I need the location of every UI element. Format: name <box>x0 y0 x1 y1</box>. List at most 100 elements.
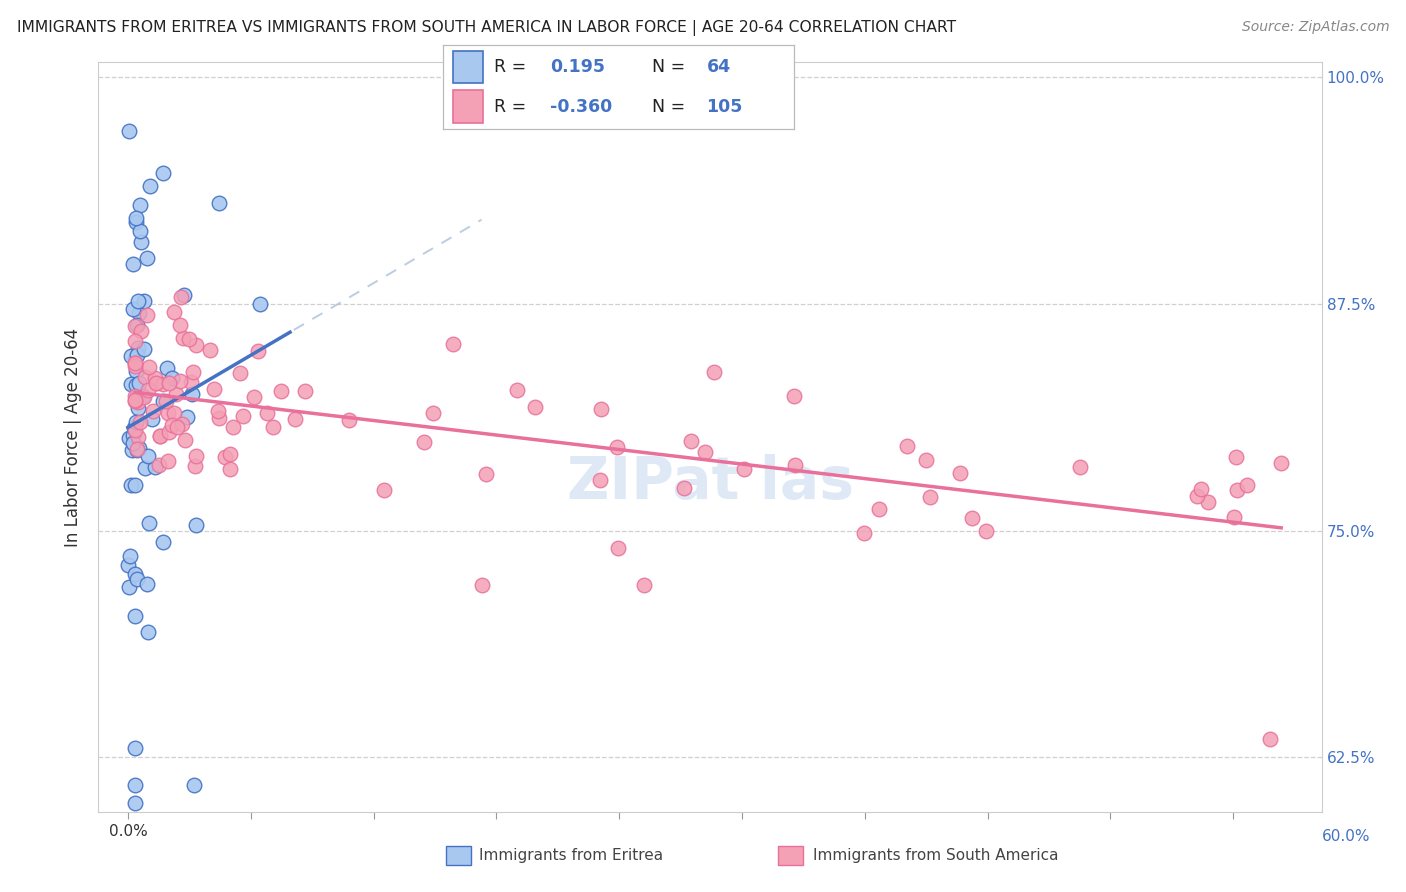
Point <box>222 419 245 434</box>
Point <box>124 741 146 756</box>
Point <box>184 449 207 463</box>
Point <box>152 376 174 391</box>
Point <box>169 318 191 333</box>
Point <box>337 413 360 427</box>
Point <box>118 124 141 138</box>
Text: -0.360: -0.360 <box>550 98 613 116</box>
Text: Immigrants from Eritrea: Immigrants from Eritrea <box>479 848 664 863</box>
Point <box>294 384 316 398</box>
Text: R =: R = <box>494 58 526 76</box>
Point <box>132 342 155 356</box>
Point <box>165 387 187 401</box>
Point <box>703 366 725 380</box>
Point <box>122 427 145 442</box>
Point <box>606 541 628 555</box>
Point <box>524 400 547 414</box>
Point <box>243 390 266 404</box>
Point <box>1270 456 1292 470</box>
Point <box>413 435 436 450</box>
Point <box>962 510 984 524</box>
Point <box>162 406 184 420</box>
Point <box>949 466 972 480</box>
Point <box>733 462 755 476</box>
Point <box>1236 478 1258 492</box>
Point <box>156 454 179 468</box>
Text: 60.0%: 60.0% <box>1323 830 1371 844</box>
Point <box>124 796 146 810</box>
Point <box>166 420 188 434</box>
Point <box>681 434 703 448</box>
Point <box>124 392 146 407</box>
Point <box>121 436 143 450</box>
Point <box>156 406 179 420</box>
Point <box>177 332 200 346</box>
Point <box>219 462 242 476</box>
Point <box>124 355 146 369</box>
Point <box>198 343 221 358</box>
Point <box>218 447 240 461</box>
Point <box>124 359 146 373</box>
Point <box>852 525 875 540</box>
Point <box>186 518 208 533</box>
Point <box>124 423 146 437</box>
Point <box>145 376 167 390</box>
Point <box>149 429 172 443</box>
Point <box>915 453 938 467</box>
Point <box>181 365 204 379</box>
Point <box>120 478 142 492</box>
Point <box>124 318 146 333</box>
Point <box>132 390 155 404</box>
Point <box>152 535 174 549</box>
Point <box>1223 510 1246 524</box>
Point <box>247 344 270 359</box>
Point <box>127 341 149 355</box>
Point <box>1225 450 1247 464</box>
Point <box>138 360 160 375</box>
Point <box>127 348 149 362</box>
Point <box>120 349 142 363</box>
Point <box>1189 482 1212 496</box>
Point <box>143 459 166 474</box>
Point <box>124 477 146 491</box>
Point <box>124 420 146 434</box>
Point <box>672 481 695 495</box>
Text: 64: 64 <box>706 58 731 76</box>
Point <box>134 293 156 308</box>
Point <box>128 376 150 390</box>
Point <box>633 578 655 592</box>
Point <box>896 439 918 453</box>
Point <box>124 352 146 367</box>
Point <box>136 309 159 323</box>
Point <box>128 441 150 455</box>
Point <box>121 442 143 457</box>
Point <box>589 401 612 416</box>
Point <box>121 301 143 316</box>
Point <box>124 355 146 369</box>
Point <box>172 417 194 431</box>
Point <box>148 458 170 472</box>
Point <box>169 374 191 388</box>
Point <box>125 389 148 403</box>
Point <box>172 331 194 345</box>
Point <box>256 406 278 420</box>
Point <box>208 195 231 210</box>
Point <box>232 409 254 424</box>
FancyBboxPatch shape <box>453 51 484 83</box>
Point <box>127 401 149 416</box>
Point <box>134 460 156 475</box>
Point <box>149 428 172 442</box>
Point <box>135 252 157 266</box>
Point <box>918 490 941 504</box>
Point <box>202 382 225 396</box>
Point <box>135 577 157 591</box>
Point <box>180 375 202 389</box>
Point <box>124 389 146 403</box>
Point <box>163 305 186 319</box>
Point <box>695 445 717 459</box>
Point <box>1258 732 1281 747</box>
Point <box>176 410 198 425</box>
Point <box>229 366 252 380</box>
Point <box>125 572 148 586</box>
Point <box>118 549 141 564</box>
Point <box>127 294 149 309</box>
